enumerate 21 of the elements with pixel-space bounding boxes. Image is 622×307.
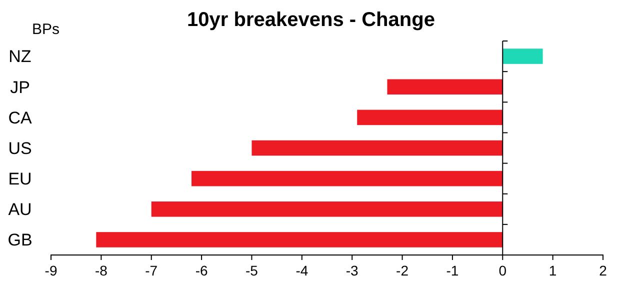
y-tick-label: AU <box>8 200 32 220</box>
x-tick-label: -2 <box>396 262 409 279</box>
x-tick-label: -6 <box>195 262 208 279</box>
y-tick-label: EU <box>8 170 32 189</box>
y-tick-label: JP <box>10 78 30 97</box>
x-tick-label: -8 <box>94 262 108 279</box>
x-tick-label: 2 <box>599 262 608 279</box>
y-tick-label: NZ <box>8 47 32 66</box>
y-tick-label: GB <box>8 230 32 250</box>
x-tick-label: 0 <box>498 262 507 279</box>
x-tick-label: -4 <box>296 262 308 279</box>
x-tick-label: -5 <box>246 262 258 279</box>
x-tick-label: -3 <box>346 262 359 279</box>
y-tick-label: CA <box>8 108 32 128</box>
y-axis-title: BPs <box>32 21 60 38</box>
x-tick-label: -7 <box>145 262 158 279</box>
y-tick-label: US <box>8 138 32 158</box>
x-tick-label: -1 <box>446 262 459 279</box>
x-tick-label: -9 <box>44 262 58 279</box>
x-tick-label: 1 <box>548 262 557 279</box>
chart-title: 10yr breakevens - Change <box>187 9 435 31</box>
